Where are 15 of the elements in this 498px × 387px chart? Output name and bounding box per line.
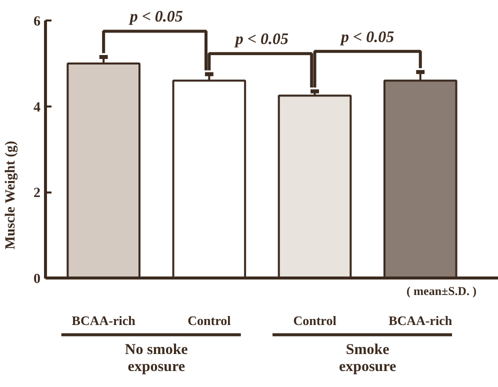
y-tick-label: 4 — [34, 100, 40, 116]
y-tick-label: 6 — [34, 14, 40, 30]
annotation: p < 0.05 — [128, 8, 183, 26]
x-tick-label: Control — [188, 313, 232, 328]
annotation: p < 0.05 — [339, 28, 394, 46]
y-tick-label: 0 — [34, 272, 40, 288]
annotation: p < 0.05 — [233, 30, 289, 48]
y-axis-title: Muscle Weight (g) — [4, 140, 18, 250]
text: ( mean±S.D. ) — [406, 284, 476, 298]
x-tick-label: Control — [293, 313, 337, 328]
text: No smoke exposure — [124, 342, 188, 375]
x-tick-label: BCAA-rich — [388, 313, 453, 328]
y-tick-label: 2 — [34, 186, 40, 202]
x-tick-label: BCAA-rich — [72, 313, 136, 328]
text: Smoke exposure — [338, 342, 397, 375]
